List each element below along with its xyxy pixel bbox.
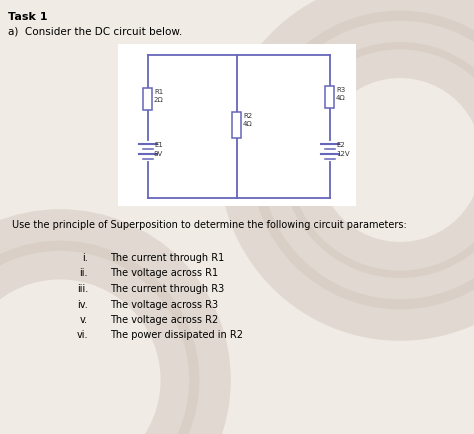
Text: 2Ω: 2Ω (154, 97, 164, 103)
Text: vi.: vi. (76, 331, 88, 341)
Text: R3: R3 (336, 87, 345, 93)
Text: The voltage across R2: The voltage across R2 (110, 315, 218, 325)
Text: The current through R1: The current through R1 (110, 253, 224, 263)
Text: 4Ω: 4Ω (336, 95, 346, 101)
FancyBboxPatch shape (118, 44, 356, 206)
Text: E2: E2 (336, 142, 345, 148)
Text: The current through R3: The current through R3 (110, 284, 224, 294)
Text: iii.: iii. (77, 284, 88, 294)
Text: 4Ω: 4Ω (243, 121, 253, 127)
Bar (233, 112, 241, 138)
Text: The voltage across R1: The voltage across R1 (110, 269, 218, 279)
Text: The voltage across R3: The voltage across R3 (110, 299, 218, 309)
Text: Task 1: Task 1 (8, 12, 47, 22)
Text: v.: v. (80, 315, 88, 325)
Text: R2: R2 (243, 113, 252, 119)
Text: a)  Consider the DC circuit below.: a) Consider the DC circuit below. (8, 26, 182, 36)
Bar (144, 88, 153, 110)
Text: The power dissipated in R2: The power dissipated in R2 (110, 331, 243, 341)
Text: iv.: iv. (77, 299, 88, 309)
Text: i.: i. (82, 253, 88, 263)
Text: Use the principle of Superposition to determine the following circuit parameters: Use the principle of Superposition to de… (12, 220, 407, 230)
Text: 8V: 8V (154, 151, 163, 157)
Text: E1: E1 (154, 142, 163, 148)
Bar (326, 86, 335, 108)
Text: R1: R1 (154, 89, 163, 95)
Text: 12V: 12V (336, 151, 350, 157)
Text: ii.: ii. (80, 269, 88, 279)
